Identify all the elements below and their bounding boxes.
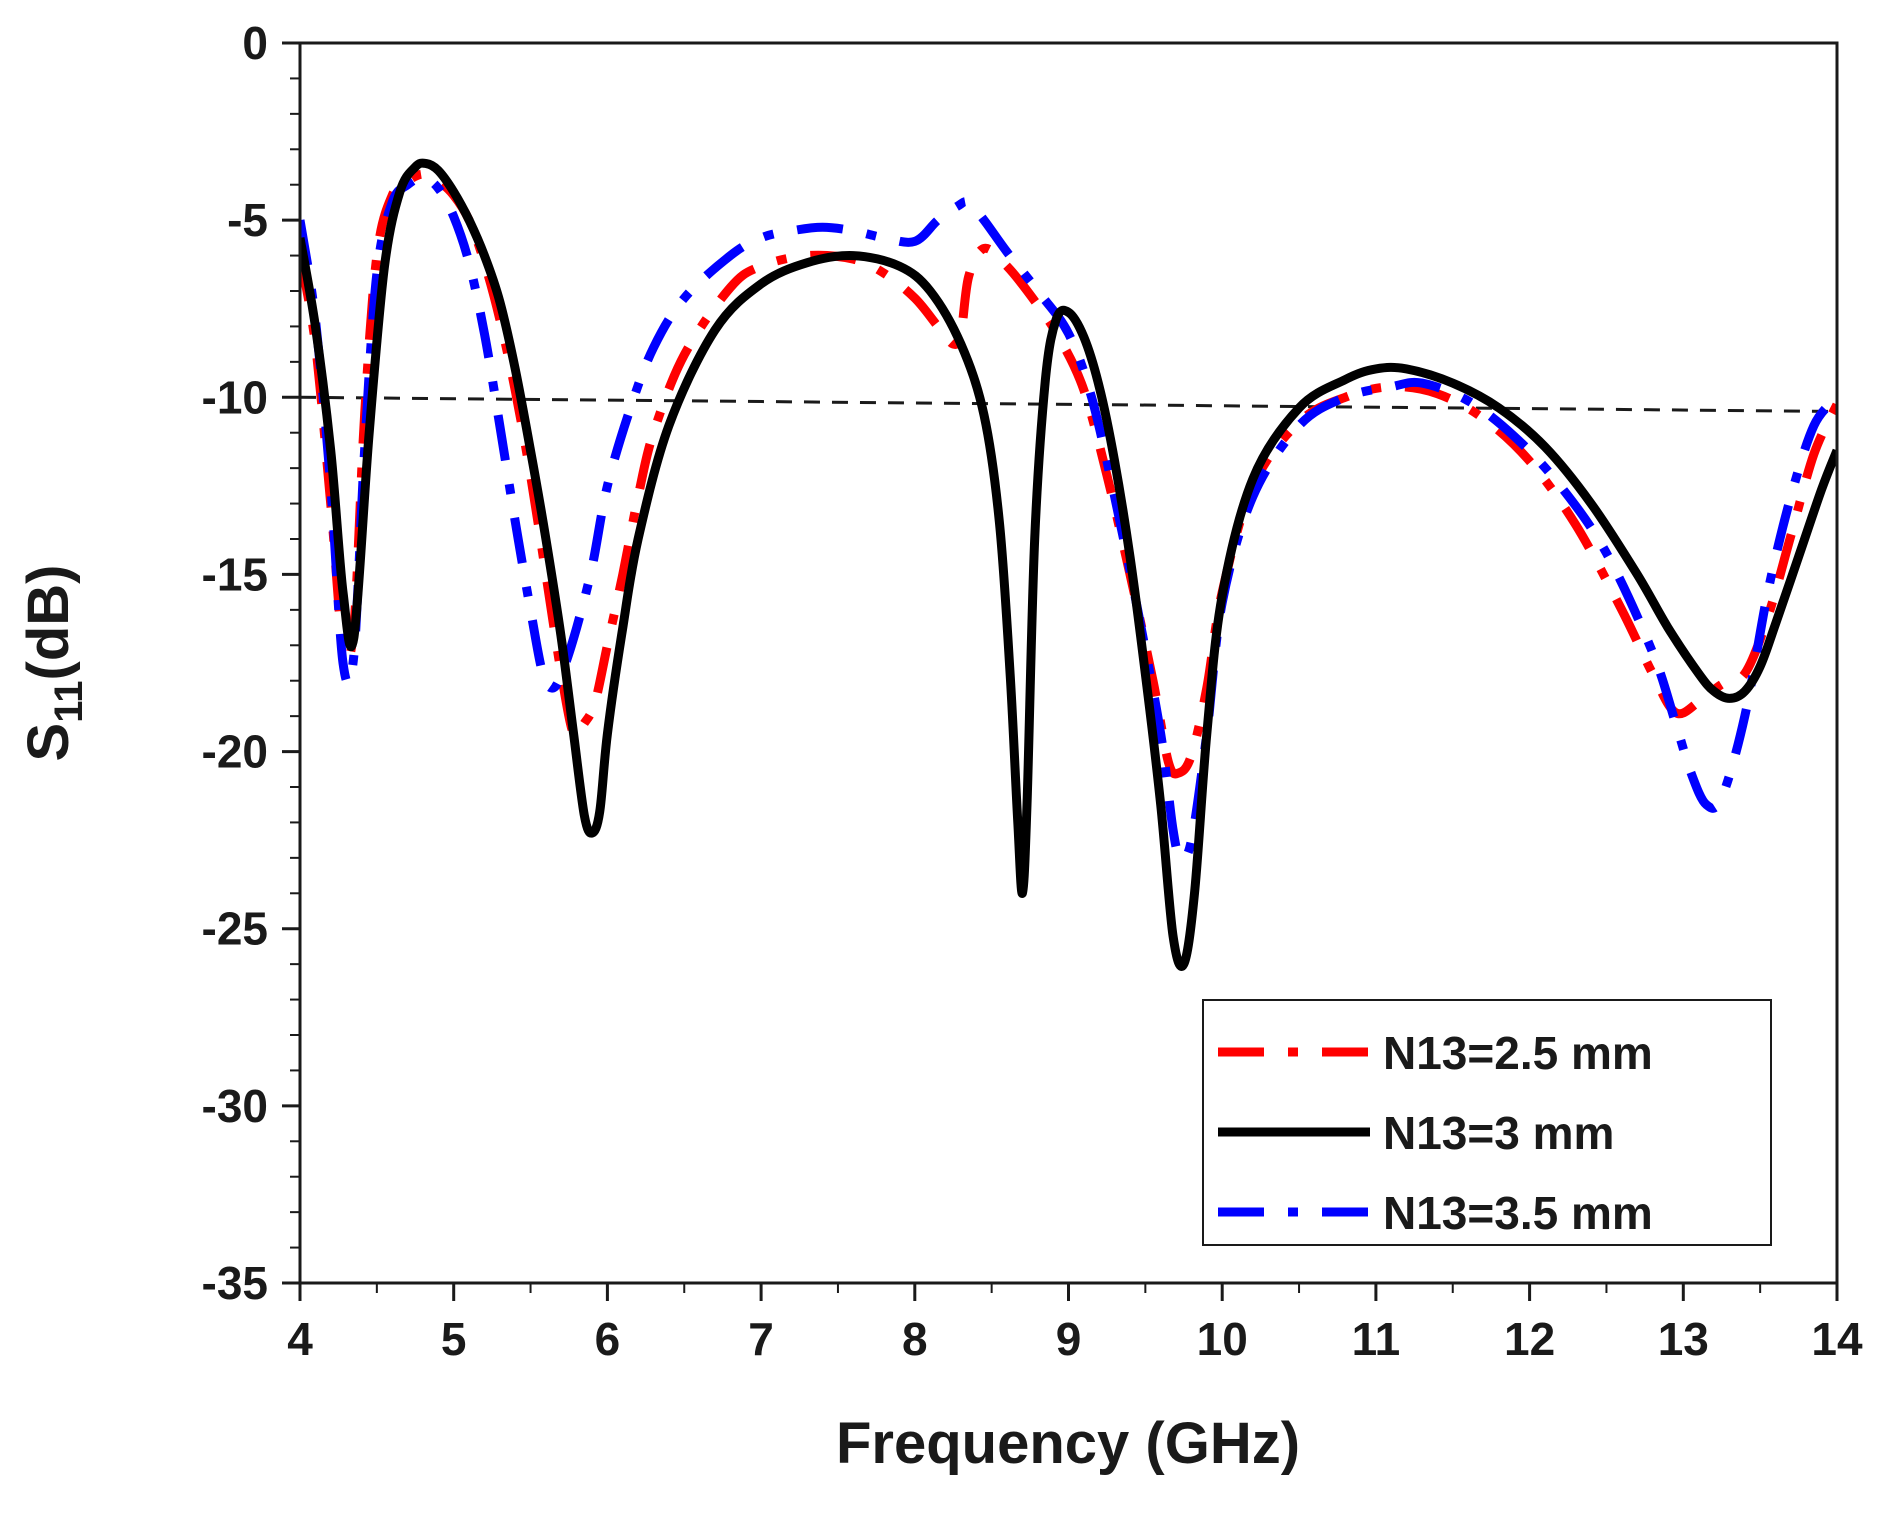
x-tick-label-14: 14 (1811, 1313, 1863, 1365)
y-tick-label--35: -35 (202, 1257, 268, 1309)
y-axis-title-main: S (16, 723, 81, 762)
y-axis-title-unit: (dB) (16, 565, 81, 681)
y-tick-label--25: -25 (202, 903, 268, 955)
x-tick-label-10: 10 (1197, 1313, 1248, 1365)
y-tick-label--5: -5 (227, 194, 268, 246)
x-tick-label-4: 4 (287, 1313, 313, 1365)
x-tick-label-13: 13 (1658, 1313, 1709, 1365)
x-axis-title: Frequency (GHz) (836, 1411, 1300, 1476)
x-axis-ticks (298, 1283, 1839, 1301)
y-axis-tick-labels: 0 -5 -10 -15 -20 -25 -30 -35 (202, 17, 268, 1309)
x-tick-label-7: 7 (748, 1313, 774, 1365)
y-axis-ticks (282, 41, 300, 1285)
series-line-n13-2-5-mm (300, 169, 1837, 779)
y-tick-label--10: -10 (202, 371, 268, 423)
y-tick-label--30: -30 (202, 1080, 268, 1132)
x-tick-label-5: 5 (441, 1313, 467, 1365)
y-tick-label-0: 0 (242, 17, 268, 69)
x-tick-label-6: 6 (595, 1313, 621, 1365)
y-axis-title: S11(dB) (16, 565, 91, 762)
y-tick-label--15: -15 (202, 548, 268, 600)
x-axis-tick-labels: 4 5 6 7 8 9 10 11 12 13 14 (287, 1313, 1863, 1365)
x-tick-label-8: 8 (902, 1313, 928, 1365)
legend-box (1202, 999, 1772, 1246)
minor-tick-marks (290, 77, 1762, 1293)
legend-label-3: N13=3.5 mm (1383, 1187, 1653, 1239)
legend-label-2: N13=3 mm (1383, 1107, 1614, 1159)
reference-line-layer (300, 395, 1837, 413)
x-tick-label-9: 9 (1056, 1313, 1082, 1365)
y-tick-label--20: -20 (202, 726, 268, 778)
x-tick-label-11: 11 (1352, 1313, 1401, 1365)
y-axis-title-subscript: 11 (47, 680, 91, 722)
legend-label-1: N13=2.5 mm (1383, 1027, 1653, 1079)
series-layer (300, 158, 1837, 971)
reference-line-minus-10db (300, 395, 1837, 413)
series-line-n13-3-mm (300, 158, 1837, 971)
legend: N13=2.5 mm N13=3 mm N13=3.5 mm (1202, 999, 1772, 1246)
x-tick-label-12: 12 (1504, 1313, 1555, 1365)
